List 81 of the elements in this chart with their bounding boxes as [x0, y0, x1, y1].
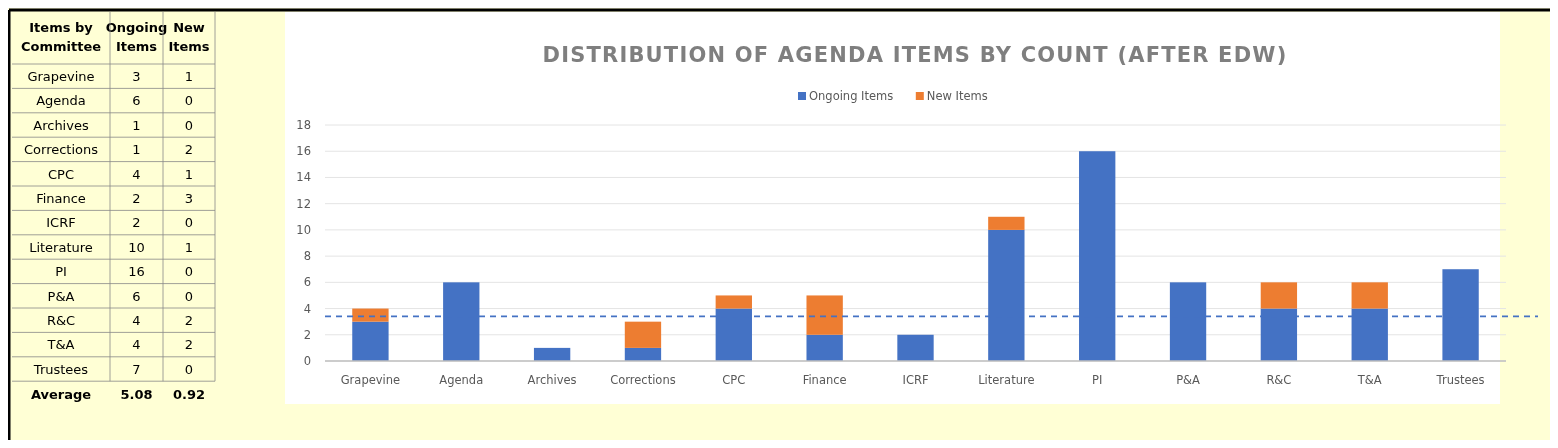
x-tick-label: CPC: [722, 373, 746, 387]
x-tick-label: PI: [1092, 373, 1103, 387]
y-tick-label: Grapevine: [27, 69, 95, 84]
y-tick-label: Literature: [29, 239, 93, 255]
data-label: 3: [184, 191, 194, 206]
y-tick-label: 2: [303, 327, 311, 342]
y-tick-label: 6: [303, 275, 311, 290]
y-tick-label: Agenda: [36, 93, 86, 109]
data-label: 1: [184, 239, 194, 255]
y-tick-label: 16: [296, 144, 311, 159]
bar: [1260, 282, 1298, 309]
data-label: 2: [184, 142, 194, 158]
bar: [715, 295, 752, 309]
x-tick-label: Grapevine: [340, 373, 401, 387]
data-label: 4: [132, 337, 141, 353]
data-label: 0: [184, 215, 194, 231]
y-tick-label: 14: [296, 170, 311, 185]
data-label: 0: [184, 361, 194, 377]
data-label: 2: [132, 191, 141, 206]
y-tick-label: ICRF: [46, 215, 76, 231]
data-label: 3: [132, 69, 141, 84]
x-tick-label: Literature: [978, 373, 1035, 387]
data-label: 2: [184, 337, 194, 353]
y-tick-label: R&C: [46, 313, 76, 328]
bar: [1351, 282, 1388, 309]
bar: [352, 321, 389, 361]
data-label: 0: [184, 288, 194, 304]
x-tick-label: Corrections: [610, 373, 676, 387]
y-tick-label: PI: [55, 264, 67, 280]
data-label: 6: [132, 288, 141, 304]
text: Items by Committee: [20, 20, 102, 54]
y-tick-label: 10: [296, 222, 311, 237]
x-tick-label: Trustees: [1435, 373, 1485, 387]
data-label: 7: [132, 361, 141, 377]
data-label: 16: [128, 264, 145, 280]
y-tick-label: 4: [303, 301, 311, 316]
y-tick-label: 0: [303, 354, 311, 368]
y-tick-label: Corrections: [23, 142, 99, 158]
y-tick-label: T&A: [46, 337, 75, 353]
data-label: 1: [184, 166, 194, 182]
data-label: 1: [132, 117, 141, 133]
bar: [624, 321, 662, 348]
y-tick-label: CPC: [48, 166, 74, 182]
bar: [533, 347, 571, 361]
data-label: 4: [132, 313, 141, 328]
text: 5.08: [120, 387, 153, 403]
chart-title: DISTRIBUTION OF AGENDA ITEMS BY COUNT (AFTER EDW): [542, 43, 1288, 67]
legend-label: Ongoing Items: [809, 89, 894, 103]
bar: [806, 334, 843, 361]
text: 0.92: [172, 387, 206, 403]
bar: [624, 347, 662, 361]
legend-label: New Items: [926, 89, 988, 103]
x-tick-label: R&C: [1266, 373, 1292, 387]
data-label: 4: [132, 166, 141, 182]
data-label: 0: [184, 264, 194, 280]
data-label: 0: [184, 117, 194, 133]
data-label: 6: [132, 93, 141, 109]
x-tick-label: P&A: [1176, 373, 1201, 387]
y-tick-label: 12: [296, 196, 311, 211]
data-label: 1: [132, 142, 141, 158]
bar: [352, 308, 389, 322]
data-label: 2: [184, 313, 194, 328]
y-tick-label: P&A: [47, 288, 75, 304]
text: Average: [30, 387, 92, 403]
data-label: 1: [184, 69, 194, 84]
data-label: 2: [132, 215, 141, 231]
bar: [897, 334, 934, 361]
x-tick-label: Archives: [527, 373, 577, 387]
y-tick-label: Trustees: [32, 361, 89, 377]
data-label: 10: [128, 239, 145, 255]
x-tick-label: T&A: [1356, 373, 1382, 387]
x-tick-label: Finance: [802, 373, 847, 387]
y-tick-label: Archives: [33, 117, 89, 133]
x-tick-label: Agenda: [439, 373, 484, 387]
y-tick-label: 8: [303, 249, 311, 264]
x-tick-label: ICRF: [902, 373, 929, 387]
data-label: 0: [184, 93, 194, 109]
y-tick-label: 18: [296, 118, 311, 132]
bar: [806, 295, 843, 335]
bar: [988, 216, 1025, 230]
y-tick-label: Finance: [36, 191, 86, 206]
